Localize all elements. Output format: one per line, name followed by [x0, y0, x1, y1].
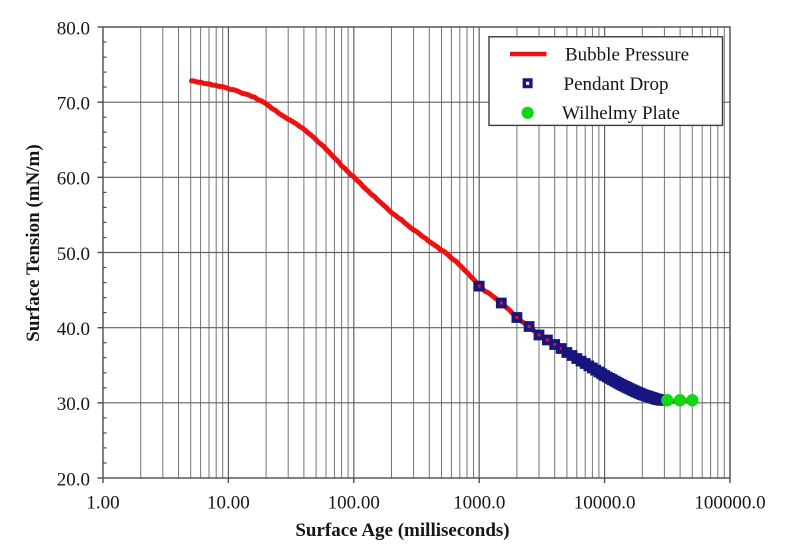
svg-text:Wilhelmy Plate: Wilhelmy Plate [562, 103, 680, 124]
svg-text:10.00: 10.00 [207, 493, 250, 514]
svg-text:50.0: 50.0 [57, 244, 90, 265]
svg-text:10000.0: 10000.0 [574, 493, 636, 514]
svg-text:100.00: 100.00 [328, 493, 380, 514]
svg-text:Surface Tension (mN/m): Surface Tension (mN/m) [23, 144, 44, 341]
svg-text:Bubble Pressure: Bubble Pressure [565, 45, 689, 66]
svg-text:Surface Age (milliseconds): Surface Age (milliseconds) [295, 520, 509, 541]
svg-text:1.00: 1.00 [86, 493, 119, 514]
svg-text:1000.0: 1000.0 [453, 493, 505, 514]
svg-text:Pendant Drop: Pendant Drop [564, 74, 669, 95]
svg-text:20.0: 20.0 [57, 469, 90, 490]
svg-text:30.0: 30.0 [57, 394, 90, 415]
svg-text:100000.0: 100000.0 [694, 493, 765, 514]
svg-text:60.0: 60.0 [57, 169, 90, 190]
svg-text:70.0: 70.0 [57, 94, 90, 115]
svg-text:80.0: 80.0 [57, 18, 90, 39]
svg-text:40.0: 40.0 [57, 319, 90, 340]
